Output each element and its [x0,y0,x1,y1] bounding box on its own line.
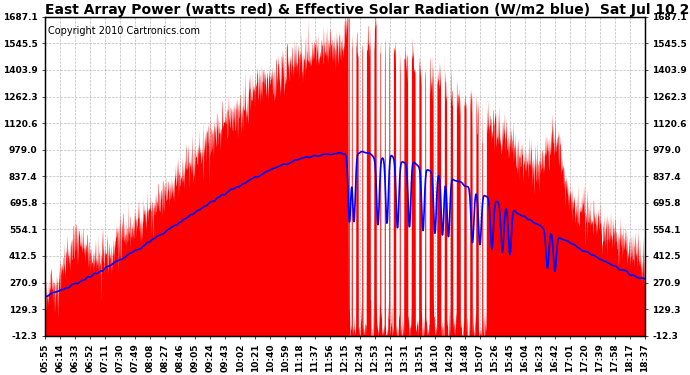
Text: Copyright 2010 Cartronics.com: Copyright 2010 Cartronics.com [48,26,200,36]
Text: East Array Power (watts red) & Effective Solar Radiation (W/m2 blue)  Sat Jul 10: East Array Power (watts red) & Effective… [45,3,690,17]
